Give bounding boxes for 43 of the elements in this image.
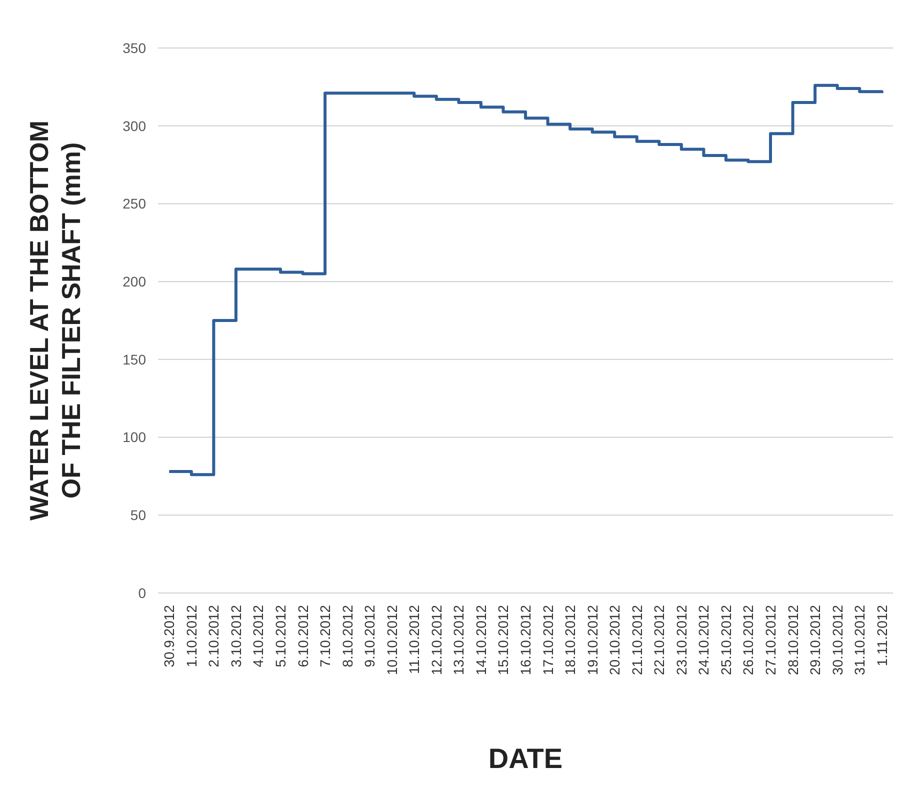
y-axis-title: WATER LEVEL AT THE BOTTOM OF THE FILTER SHAFT (mm) [24, 120, 86, 521]
x-tick-label: 27.10.2012 [762, 604, 778, 676]
y-tick-label: 100 [122, 429, 146, 446]
y-tick-label: 250 [122, 196, 146, 212]
x-tick-label: 6.10.2012 [294, 604, 311, 668]
x-tick-label: 30.10.2012 [829, 604, 846, 676]
y-tick-label: 0 [138, 584, 146, 601]
x-tick-label: 9.10.2012 [362, 604, 378, 668]
x-tick-label: 11.10.2012 [406, 604, 422, 674]
x-axis-title: DATE [488, 743, 563, 774]
y-tick-label: 200 [122, 273, 146, 290]
x-tick-label: 19.10.2012 [584, 604, 600, 676]
x-tick-label: 17.10.2012 [540, 604, 556, 676]
x-tick-label: 21.10.2012 [628, 604, 645, 676]
x-tick-label: 25.10.2012 [718, 604, 734, 676]
x-tick-label: 4.10.2012 [250, 604, 266, 668]
x-tick-label: 28.10.2012 [784, 604, 801, 676]
x-tick-label: 3.10.2012 [228, 604, 244, 668]
x-tick-label: 1.10.2012 [183, 604, 200, 668]
x-tick-label: 14.10.2012 [472, 604, 489, 676]
x-tick-label: 15.10.2012 [495, 604, 512, 676]
x-tick-label: 20.10.2012 [606, 604, 623, 676]
y-tick-label: 50 [130, 507, 146, 524]
y-tick-label: 350 [122, 40, 146, 56]
x-tick-label: 30.9.2012 [161, 604, 178, 668]
x-tick-label: 16.10.2012 [518, 604, 534, 676]
x-tick-label: 12.10.2012 [428, 604, 444, 676]
x-tick-label: 24.10.2012 [696, 604, 712, 676]
x-tick-label: 26.10.2012 [740, 604, 756, 676]
x-tick-label: 1.11.2012 [874, 604, 890, 666]
x-tick-label: 23.10.2012 [673, 604, 690, 676]
y-tick-label: 300 [122, 118, 146, 134]
x-tick-label: 10.10.2012 [384, 604, 400, 676]
x-tick-label: 31.10.2012 [852, 604, 868, 676]
x-tick-label: 5.10.2012 [272, 604, 288, 668]
x-tick-label: 29.10.2012 [807, 604, 824, 676]
y-tick-label: 150 [122, 351, 146, 368]
x-tick-label: 8.10.2012 [339, 604, 356, 668]
x-tick-label: 13.10.2012 [450, 604, 467, 676]
x-tick-label: 7.10.2012 [317, 604, 334, 668]
x-tick-label: 22.10.2012 [651, 604, 668, 676]
x-tick-label: 18.10.2012 [562, 604, 578, 676]
x-tick-label: 2.10.2012 [206, 604, 222, 668]
